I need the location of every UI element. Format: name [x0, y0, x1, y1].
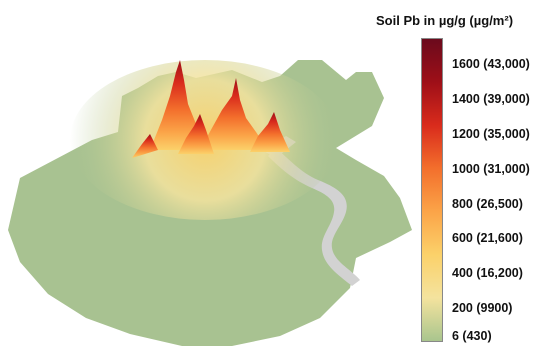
- legend-tick-label: 6 (430): [452, 329, 492, 343]
- legend-tick-label: 400 (16,200): [452, 266, 523, 281]
- legend-tick-label: 1200 (35,000): [452, 126, 530, 141]
- legend-tick-label: 800 (26,500): [452, 196, 523, 211]
- island: [376, 204, 396, 224]
- lead-peak: [150, 60, 206, 150]
- lead-peak: [200, 78, 268, 150]
- legend-tick-label: 1000 (31,000): [452, 161, 530, 176]
- legend-tick-label: 600 (21,600): [452, 231, 523, 246]
- lead-peaks: [132, 60, 290, 158]
- lead-peak: [250, 112, 290, 152]
- legend-tick-label: 1400 (39,000): [452, 92, 530, 106]
- lead-peak: [132, 134, 158, 158]
- lead-peak: [178, 114, 214, 154]
- legend-tick-label: 200 (9900): [452, 301, 513, 316]
- legend-colorbar: [421, 38, 443, 342]
- legend-title: Soil Pb in µg/g (µg/m²): [376, 13, 514, 28]
- legend-tick-label: 1600 (43,000): [452, 57, 530, 72]
